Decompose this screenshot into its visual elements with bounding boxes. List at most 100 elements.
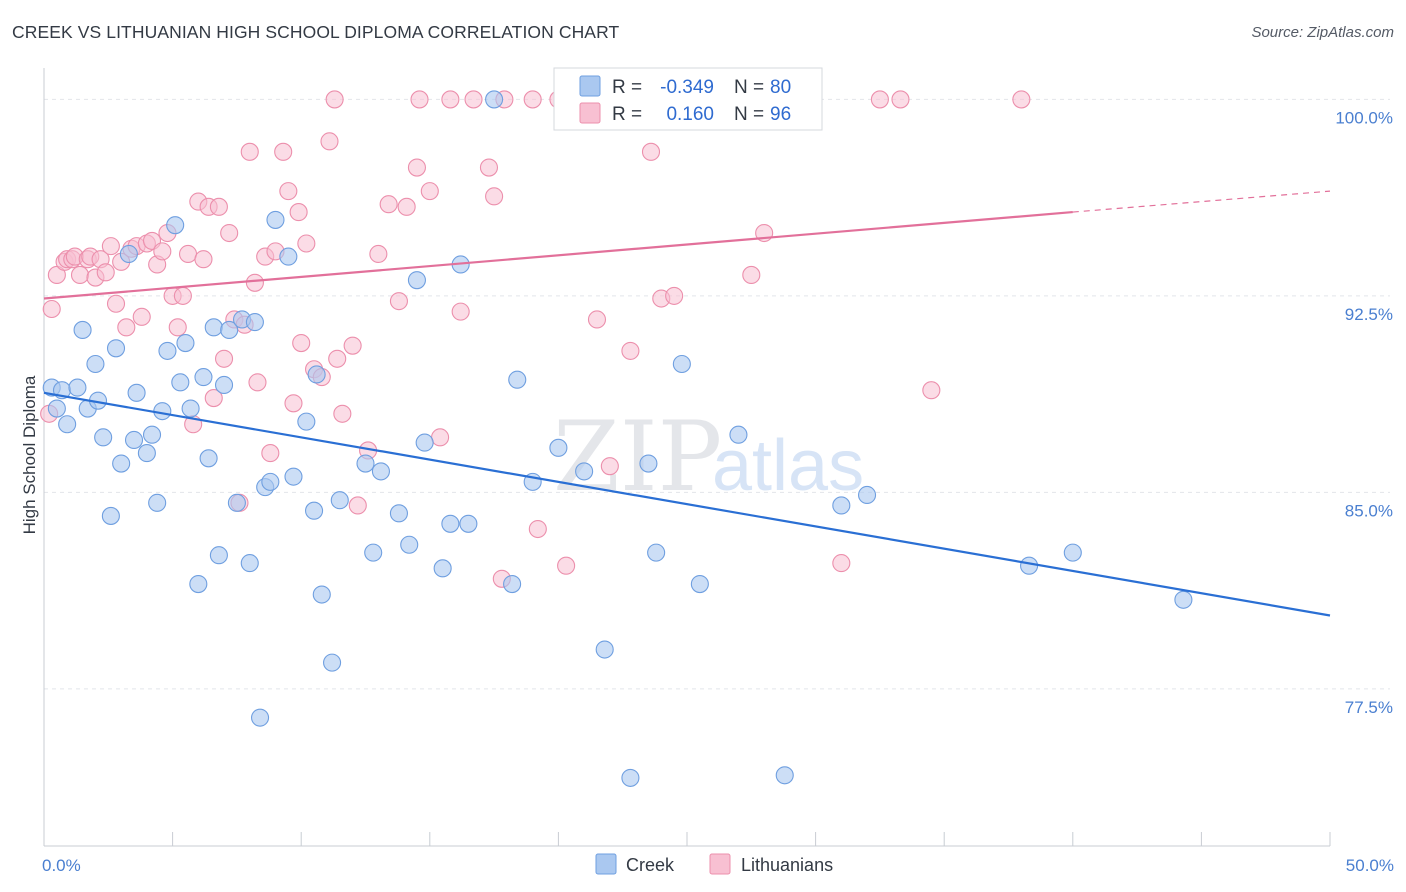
lithuanians-point [117, 318, 136, 337]
lithuanians-point [168, 318, 187, 337]
lithuanians-point [742, 265, 761, 284]
creek-point [127, 383, 146, 402]
creek-point [214, 375, 234, 395]
creek-point [189, 574, 208, 594]
x-tick-label: 50.0% [1346, 856, 1394, 875]
lithuanians-point [320, 132, 339, 151]
lithuanians-point [348, 496, 367, 515]
creek-point [158, 341, 177, 360]
lithuanians-point [389, 292, 408, 311]
creek-point [690, 574, 709, 594]
lith-r-value: 0.160 [666, 104, 714, 125]
y-tick-label: 85.0% [1345, 501, 1393, 520]
creek-point [1063, 543, 1082, 562]
creek-point [73, 320, 92, 340]
lithuanians-point [431, 428, 450, 447]
creek-point [204, 318, 223, 337]
y-tick-label: 92.5% [1345, 305, 1393, 324]
lithuanians-point [325, 90, 344, 109]
trend-lines [43, 190, 1331, 617]
lithuanians-point [261, 444, 280, 463]
y-tick-label: 100.0% [1335, 108, 1393, 127]
creek-point [220, 320, 239, 340]
lithuanians-point [407, 158, 426, 177]
lithuanians-point [464, 90, 483, 109]
creek-point [356, 454, 375, 473]
lithuanians-point [641, 142, 661, 161]
y-tick-label: 77.5% [1345, 698, 1393, 717]
creek-point [1020, 556, 1039, 575]
creek-point [549, 438, 568, 457]
creek-n-label: N = [734, 77, 764, 98]
creek-point [199, 449, 218, 468]
creek-point [124, 430, 144, 450]
creek-point [371, 462, 390, 481]
lithuanians-point [523, 90, 542, 109]
lith-r-label: R = [612, 104, 642, 125]
lithuanians-point [70, 265, 90, 284]
creek-point [312, 585, 331, 604]
creek-point [330, 491, 349, 510]
lithuanians-point [245, 273, 264, 292]
creek-point [240, 554, 259, 573]
lithuanians-point [274, 142, 293, 161]
creek-point [575, 462, 594, 481]
creek-point [307, 365, 326, 384]
creek-point [389, 504, 408, 523]
lithuanians-point [343, 336, 362, 355]
lithuanians-point [284, 394, 303, 413]
creek-bottom-swatch [595, 853, 617, 875]
lithuanians-point [557, 556, 576, 575]
creek-point [101, 506, 120, 525]
creek-point [153, 402, 172, 421]
lithuanians-point [587, 310, 607, 329]
creek-point [119, 244, 138, 264]
stats-legend: R = -0.349 N = 80 R = 0.160 N = 96 [553, 67, 823, 131]
creek-point [672, 354, 691, 374]
lithuanians-point [479, 158, 499, 177]
creek-legend-label: Creek [626, 855, 675, 875]
creek-point [364, 543, 383, 562]
lith-legend-swatch [579, 102, 601, 124]
creek-points [42, 90, 1193, 787]
lithuanians-point [379, 195, 398, 214]
lithuanians-point [420, 182, 439, 201]
creek-point [245, 313, 264, 332]
creek-point [142, 425, 162, 444]
creek-point [209, 546, 228, 565]
y-axis-label: High School Diploma [20, 375, 39, 534]
creek-point [323, 653, 342, 672]
watermark-zip: ZIP [553, 401, 722, 513]
lithuanians-point [891, 90, 910, 109]
creek-point [181, 399, 200, 418]
lithuanians-point [279, 182, 298, 201]
creek-point [621, 768, 640, 787]
x-tick-labels: 0.0% 50.0% [42, 856, 1394, 875]
creek-point [148, 493, 167, 512]
lithuanians-point [297, 234, 316, 253]
lithuanians-point [333, 404, 352, 423]
lithuanians-point [410, 90, 429, 109]
creek-point [857, 485, 877, 505]
lith-n-label: N = [734, 104, 764, 125]
creek-point [266, 210, 285, 229]
lithuanians-point [153, 242, 172, 261]
creek-point [297, 412, 316, 431]
creek-point [639, 454, 658, 473]
creek-point [137, 444, 156, 463]
lithuanians-point [173, 286, 192, 305]
creek-point [250, 708, 270, 727]
creek-r-label: R = [612, 77, 642, 98]
creek-point [279, 247, 298, 266]
lithuanians-point [204, 389, 223, 408]
creek-point [595, 640, 614, 659]
lithuanians-trend-extension [1072, 190, 1331, 213]
chart-title: CREEK VS LITHUANIAN HIGH SCHOOL DIPLOMA … [12, 22, 620, 42]
lithuanians-point [240, 142, 259, 161]
creek-r-value: -0.349 [660, 77, 714, 98]
creek-point [775, 766, 794, 785]
creek-point [485, 90, 504, 109]
creek-point [508, 370, 527, 389]
lithuanians-point [328, 349, 347, 368]
lithuanians-point [209, 197, 228, 216]
